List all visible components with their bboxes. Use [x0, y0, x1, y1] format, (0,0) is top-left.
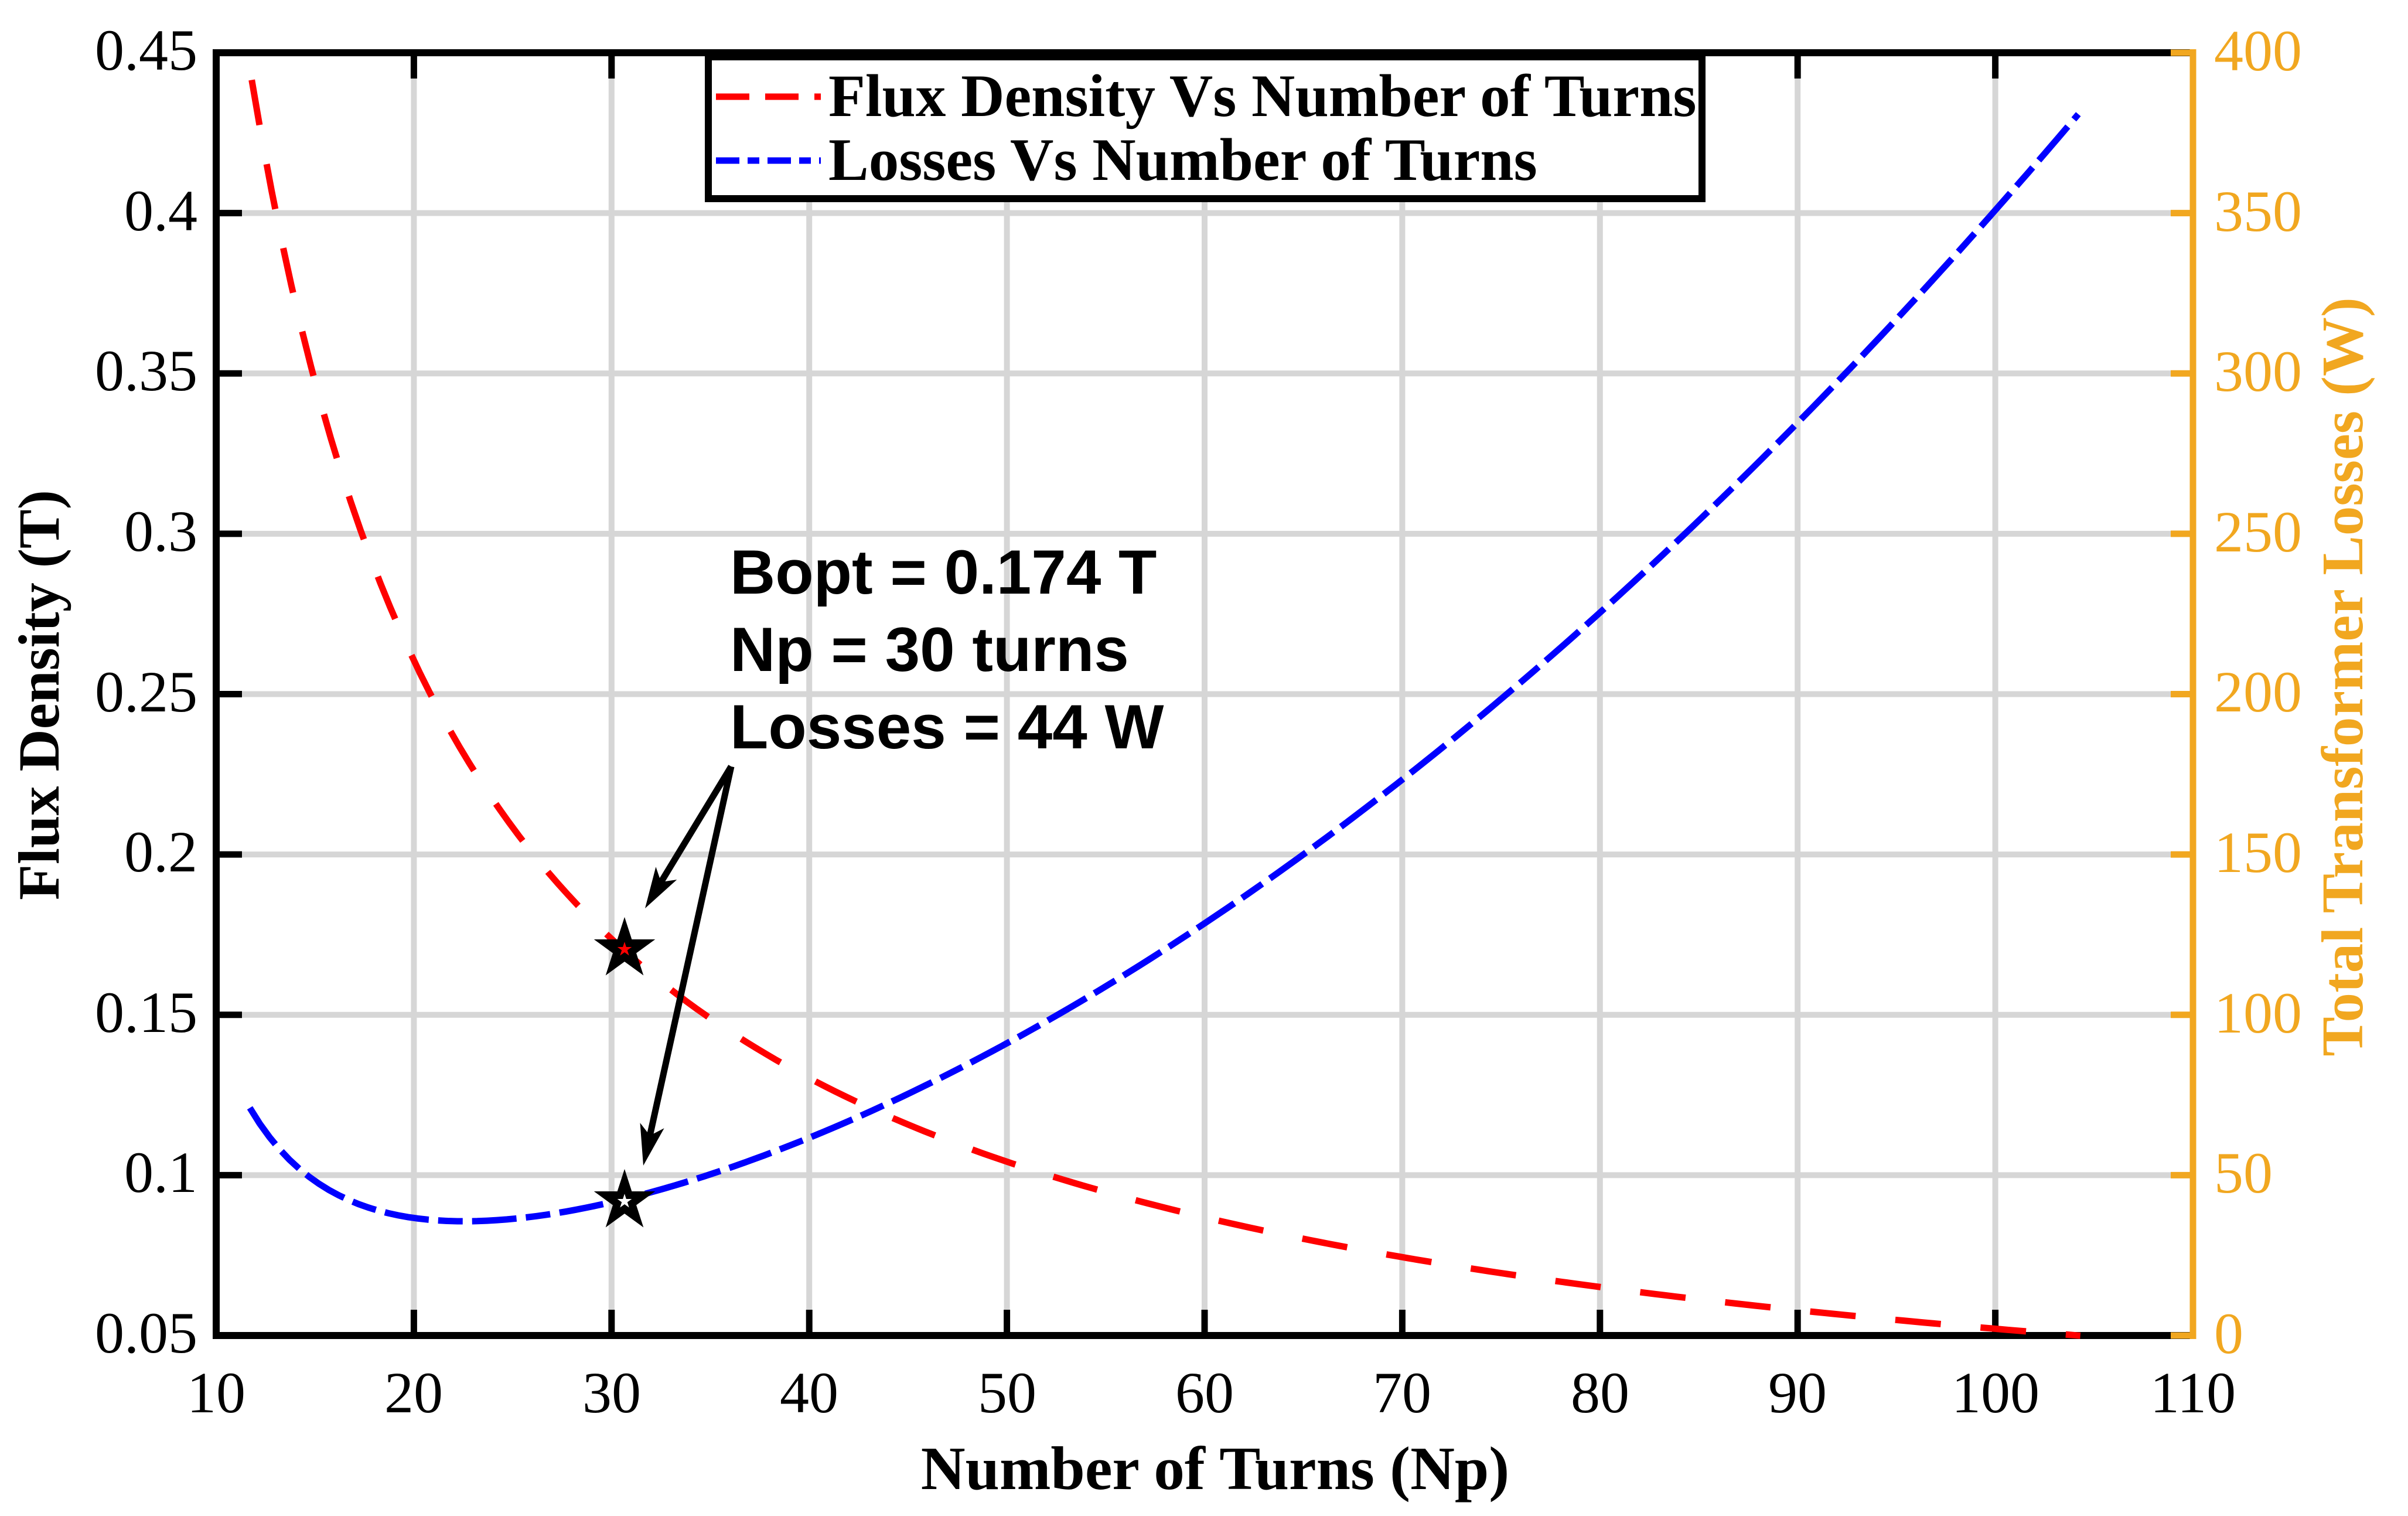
svg-text:Np = 30 turns: Np = 30 turns — [730, 614, 1129, 684]
svg-text:0.15: 0.15 — [95, 980, 197, 1045]
svg-text:Total Transformer Losses (W): Total Transformer Losses (W) — [2310, 297, 2375, 1056]
svg-text:400: 400 — [2214, 18, 2302, 83]
svg-text:0.4: 0.4 — [124, 178, 197, 243]
svg-text:0.25: 0.25 — [95, 659, 197, 724]
svg-text:0.2: 0.2 — [124, 819, 197, 884]
svg-text:Losses = 44 W: Losses = 44 W — [730, 691, 1164, 762]
svg-text:Flux Density Vs Number of Turn: Flux Density Vs Number of Turns — [828, 63, 1696, 130]
svg-text:0.1: 0.1 — [124, 1140, 197, 1205]
svg-text:0.05: 0.05 — [95, 1300, 197, 1365]
svg-text:Flux Density (T): Flux Density (T) — [6, 490, 71, 900]
svg-text:70: 70 — [1373, 1360, 1431, 1425]
svg-text:50: 50 — [2214, 1140, 2273, 1205]
svg-text:80: 80 — [1571, 1360, 1629, 1425]
svg-text:100: 100 — [2214, 980, 2302, 1045]
svg-text:Number of Turns (Np): Number of Turns (Np) — [921, 1434, 1510, 1503]
svg-text:60: 60 — [1175, 1360, 1234, 1425]
svg-text:10: 10 — [187, 1360, 245, 1425]
svg-text:90: 90 — [1768, 1360, 1827, 1425]
svg-text:Losses Vs Number of Turns: Losses Vs Number of Turns — [828, 127, 1537, 193]
svg-text:30: 30 — [582, 1360, 641, 1425]
svg-text:100: 100 — [1952, 1360, 2039, 1425]
svg-text:110: 110 — [2150, 1360, 2236, 1425]
svg-text:0.35: 0.35 — [95, 338, 197, 403]
svg-text:150: 150 — [2214, 820, 2302, 885]
svg-text:Bopt = 0.174 T: Bopt = 0.174 T — [730, 537, 1157, 607]
svg-text:40: 40 — [780, 1360, 838, 1425]
svg-text:250: 250 — [2214, 499, 2302, 564]
svg-text:0.45: 0.45 — [95, 18, 197, 83]
svg-text:200: 200 — [2214, 659, 2302, 724]
svg-text:0: 0 — [2214, 1301, 2243, 1366]
svg-text:350: 350 — [2214, 179, 2302, 244]
svg-text:0.3: 0.3 — [124, 499, 197, 564]
svg-text:300: 300 — [2214, 339, 2302, 404]
svg-text:20: 20 — [384, 1360, 443, 1425]
svg-text:50: 50 — [978, 1360, 1036, 1425]
